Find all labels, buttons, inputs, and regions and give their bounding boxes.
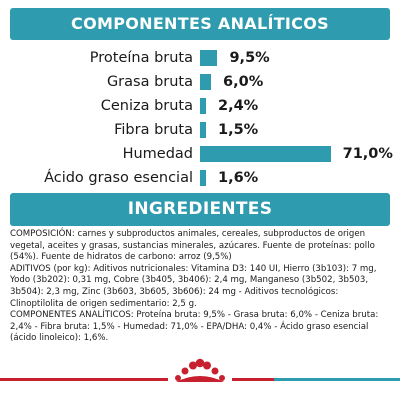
analytic-bar [200, 122, 206, 138]
analytic-value: 2,4% [218, 98, 259, 114]
analytic-components-title: COMPONENTES ANALÍTICOS [71, 14, 329, 33]
ingredients-text: COMPOSICIÓN: carnes y subproductos anima… [10, 229, 392, 345]
analytic-label: Ceniza bruta [100, 98, 193, 114]
footer-brand-bar [0, 356, 400, 400]
analytic-label: Fibra bruta [114, 122, 193, 138]
analytic-value: 71,0% [342, 146, 393, 162]
analytic-label: Humedad [122, 146, 193, 162]
analytic-bar [200, 74, 212, 90]
analytic-components-header: COMPONENTES ANALÍTICOS [10, 8, 390, 40]
footer-stripe-teal [274, 378, 400, 381]
additives-paragraph: ADITIVOS (por kg): Aditivos nutricionale… [10, 263, 377, 309]
analytic-row-fiber: Fibra bruta 1,5% [0, 118, 400, 142]
analytic-value: 1,5% [218, 122, 259, 138]
analytic-row-moisture: Humedad 71,0% [0, 142, 400, 166]
royal-canin-crown-icon [175, 358, 225, 382]
analytic-bar [200, 50, 218, 66]
analytic-label: Grasa bruta [106, 74, 193, 90]
analytic-label: Ácido graso esencial [44, 170, 193, 186]
ingredients-title: INGREDIENTES [127, 199, 273, 219]
analytic-value: 6,0% [223, 74, 264, 90]
analytic-value: 1,6% [218, 170, 259, 186]
composition-paragraph: COMPOSICIÓN: carnes y subproductos anima… [10, 229, 375, 263]
analytic-row-fat: Grasa bruta 6,0% [0, 70, 400, 94]
ingredients-header: INGREDIENTES [10, 193, 390, 226]
analytic-row-protein: Proteína bruta 9,5% [0, 46, 400, 70]
footer-stripe-red [0, 378, 168, 381]
analytic-bar [200, 170, 206, 186]
analytic-paragraph: COMPONENTES ANALÍTICOS: Proteína bruta: … [10, 310, 379, 344]
analytic-label: Proteína bruta [89, 50, 193, 66]
analytic-value: 9,5% [229, 50, 270, 66]
analytic-bar [200, 146, 331, 162]
analytic-bar [200, 98, 206, 114]
analytic-row-fatty-acid: Ácido graso esencial 1,6% [0, 166, 400, 190]
analytic-row-ash: Ceniza bruta 2,4% [0, 94, 400, 118]
footer-stripe-red-right [232, 378, 274, 381]
